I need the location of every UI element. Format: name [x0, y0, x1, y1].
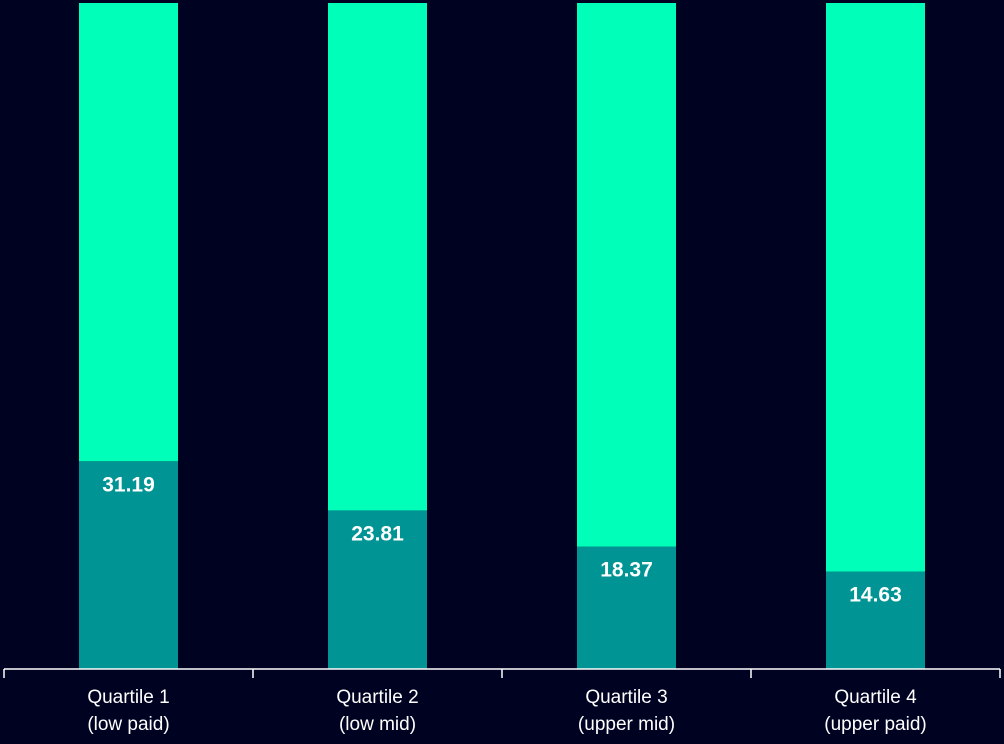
bar-segment-q3-s2 — [577, 3, 676, 547]
category-label-q1-line1: Quartile 1 — [87, 687, 169, 708]
bar-segment-q2-s2 — [328, 3, 427, 511]
category-label-q3-line1: Quartile 3 — [585, 687, 667, 708]
value-label-q3: 18.37 — [600, 559, 653, 582]
category-label-q4-line2: (upper paid) — [824, 714, 926, 735]
value-labels-group: 31.19 23.81 18.37 14.63 — [102, 473, 902, 606]
bar-segment-q1-s2 — [79, 3, 178, 462]
bar-segment-q3-s1 — [577, 546, 676, 669]
bars-group — [79, 3, 925, 669]
category-label-q3-line2: (upper mid) — [578, 714, 675, 735]
value-label-q1: 31.19 — [102, 473, 155, 496]
value-label-q2: 23.81 — [351, 522, 404, 545]
bar-segment-q4-s2 — [826, 3, 925, 572]
bar-segment-q4-s1 — [826, 571, 925, 669]
x-axis-ticks — [3, 669, 1001, 678]
bar-segment-q2-s1 — [328, 510, 427, 669]
category-label-q4-line1: Quartile 4 — [834, 687, 917, 708]
category-label-q2-line2: (low mid) — [339, 714, 416, 735]
category-label-q1-line2: (low paid) — [87, 714, 169, 735]
bar-segment-q1-s1 — [79, 461, 178, 669]
value-label-q4: 14.63 — [849, 584, 902, 607]
category-label-q2-line1: Quartile 2 — [336, 687, 418, 708]
category-labels-group: Quartile 1 (low paid) Quartile 2 (low mid) Q… — [87, 687, 926, 735]
